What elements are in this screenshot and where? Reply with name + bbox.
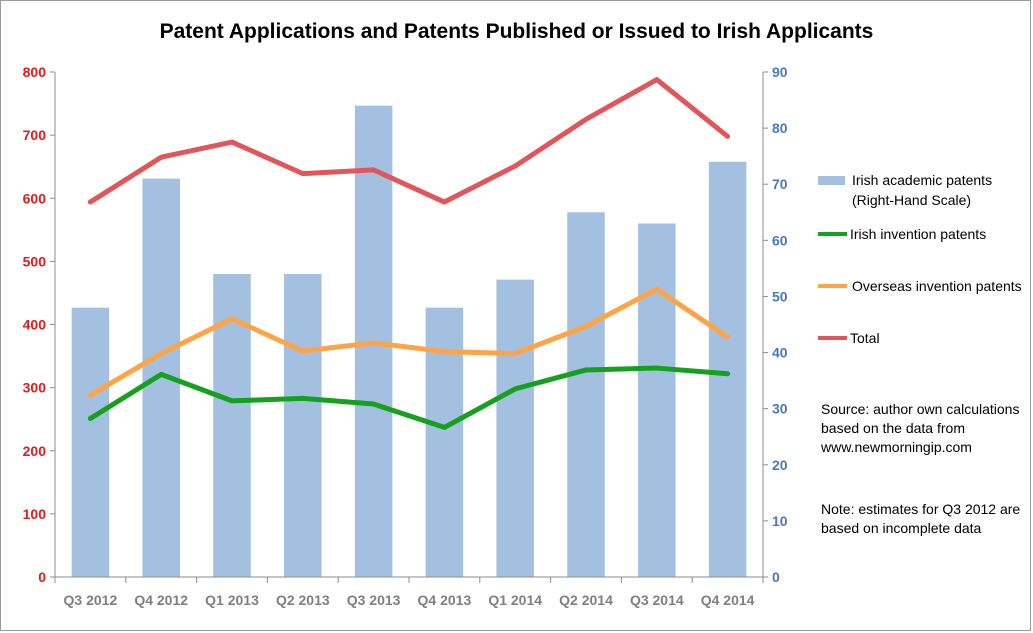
right-tick-label-90: 90 — [772, 64, 788, 80]
legend-label-total: Total — [850, 330, 880, 346]
bar-academic-0 — [71, 307, 110, 577]
incomplete-data-note: Note: estimates for Q3 2012 are based on… — [821, 501, 1021, 536]
right-tick-label-20: 20 — [772, 457, 788, 473]
x-category-label-0: Q3 2012 — [64, 592, 118, 608]
left-tick-label-300: 300 — [23, 380, 47, 396]
left-tick-label-0: 0 — [38, 569, 46, 585]
right-tick-label-40: 40 — [772, 345, 788, 361]
x-category-label-1: Q4 2012 — [134, 592, 188, 608]
left-tick-label-500: 500 — [23, 253, 47, 269]
line-total — [87, 77, 731, 205]
left-tick-label-700: 700 — [23, 127, 47, 143]
legend-label-overseas: Overseas invention patents — [852, 278, 1022, 294]
legend-swatch-academic — [818, 176, 845, 185]
legend-label-academic: Irish academic patents (Right-Hand Scale… — [852, 172, 993, 208]
left-tick-label-400: 400 — [23, 317, 47, 333]
x-category-label-9: Q4 2014 — [701, 592, 755, 608]
right-tick-label-70: 70 — [772, 176, 788, 192]
left-tick-label-800: 800 — [23, 64, 47, 80]
source-note: Source: author own calculations based on… — [821, 401, 1020, 455]
line-irish — [87, 365, 731, 430]
left-tick-label-100: 100 — [23, 506, 47, 522]
bar-academic-8 — [638, 223, 676, 577]
line-overseas — [87, 286, 731, 398]
right-tick-label-50: 50 — [772, 288, 788, 304]
x-category-label-4: Q3 2013 — [347, 592, 401, 608]
bar-academic-7 — [567, 212, 605, 577]
x-category-label-5: Q4 2013 — [418, 592, 472, 608]
bar-academic-9 — [708, 161, 747, 577]
right-tick-label-60: 60 — [772, 232, 788, 248]
left-tick-label-200: 200 — [23, 443, 47, 459]
right-tick-label-10: 10 — [772, 513, 788, 529]
chart-title: Patent Applications and Patents Publishe… — [159, 20, 874, 43]
x-category-label-6: Q1 2014 — [488, 592, 542, 608]
right-tick-label-0: 0 — [772, 569, 780, 585]
right-tick-label-80: 80 — [772, 120, 788, 136]
legend-swatch-irish — [818, 232, 847, 236]
legend-label-irish: Irish invention patents — [850, 226, 987, 242]
x-category-label-7: Q2 2014 — [559, 592, 613, 608]
left-tick-label-600: 600 — [23, 190, 47, 206]
x-category-label-2: Q1 2013 — [205, 592, 259, 608]
right-tick-label-30: 30 — [772, 401, 788, 417]
legend-swatch-total — [818, 336, 847, 340]
bar-academic-6 — [496, 279, 534, 577]
x-category-label-8: Q3 2014 — [630, 592, 684, 608]
bar-academic-3 — [284, 274, 322, 577]
x-category-label-3: Q2 2013 — [276, 592, 330, 608]
legend-swatch-overseas — [818, 284, 847, 288]
